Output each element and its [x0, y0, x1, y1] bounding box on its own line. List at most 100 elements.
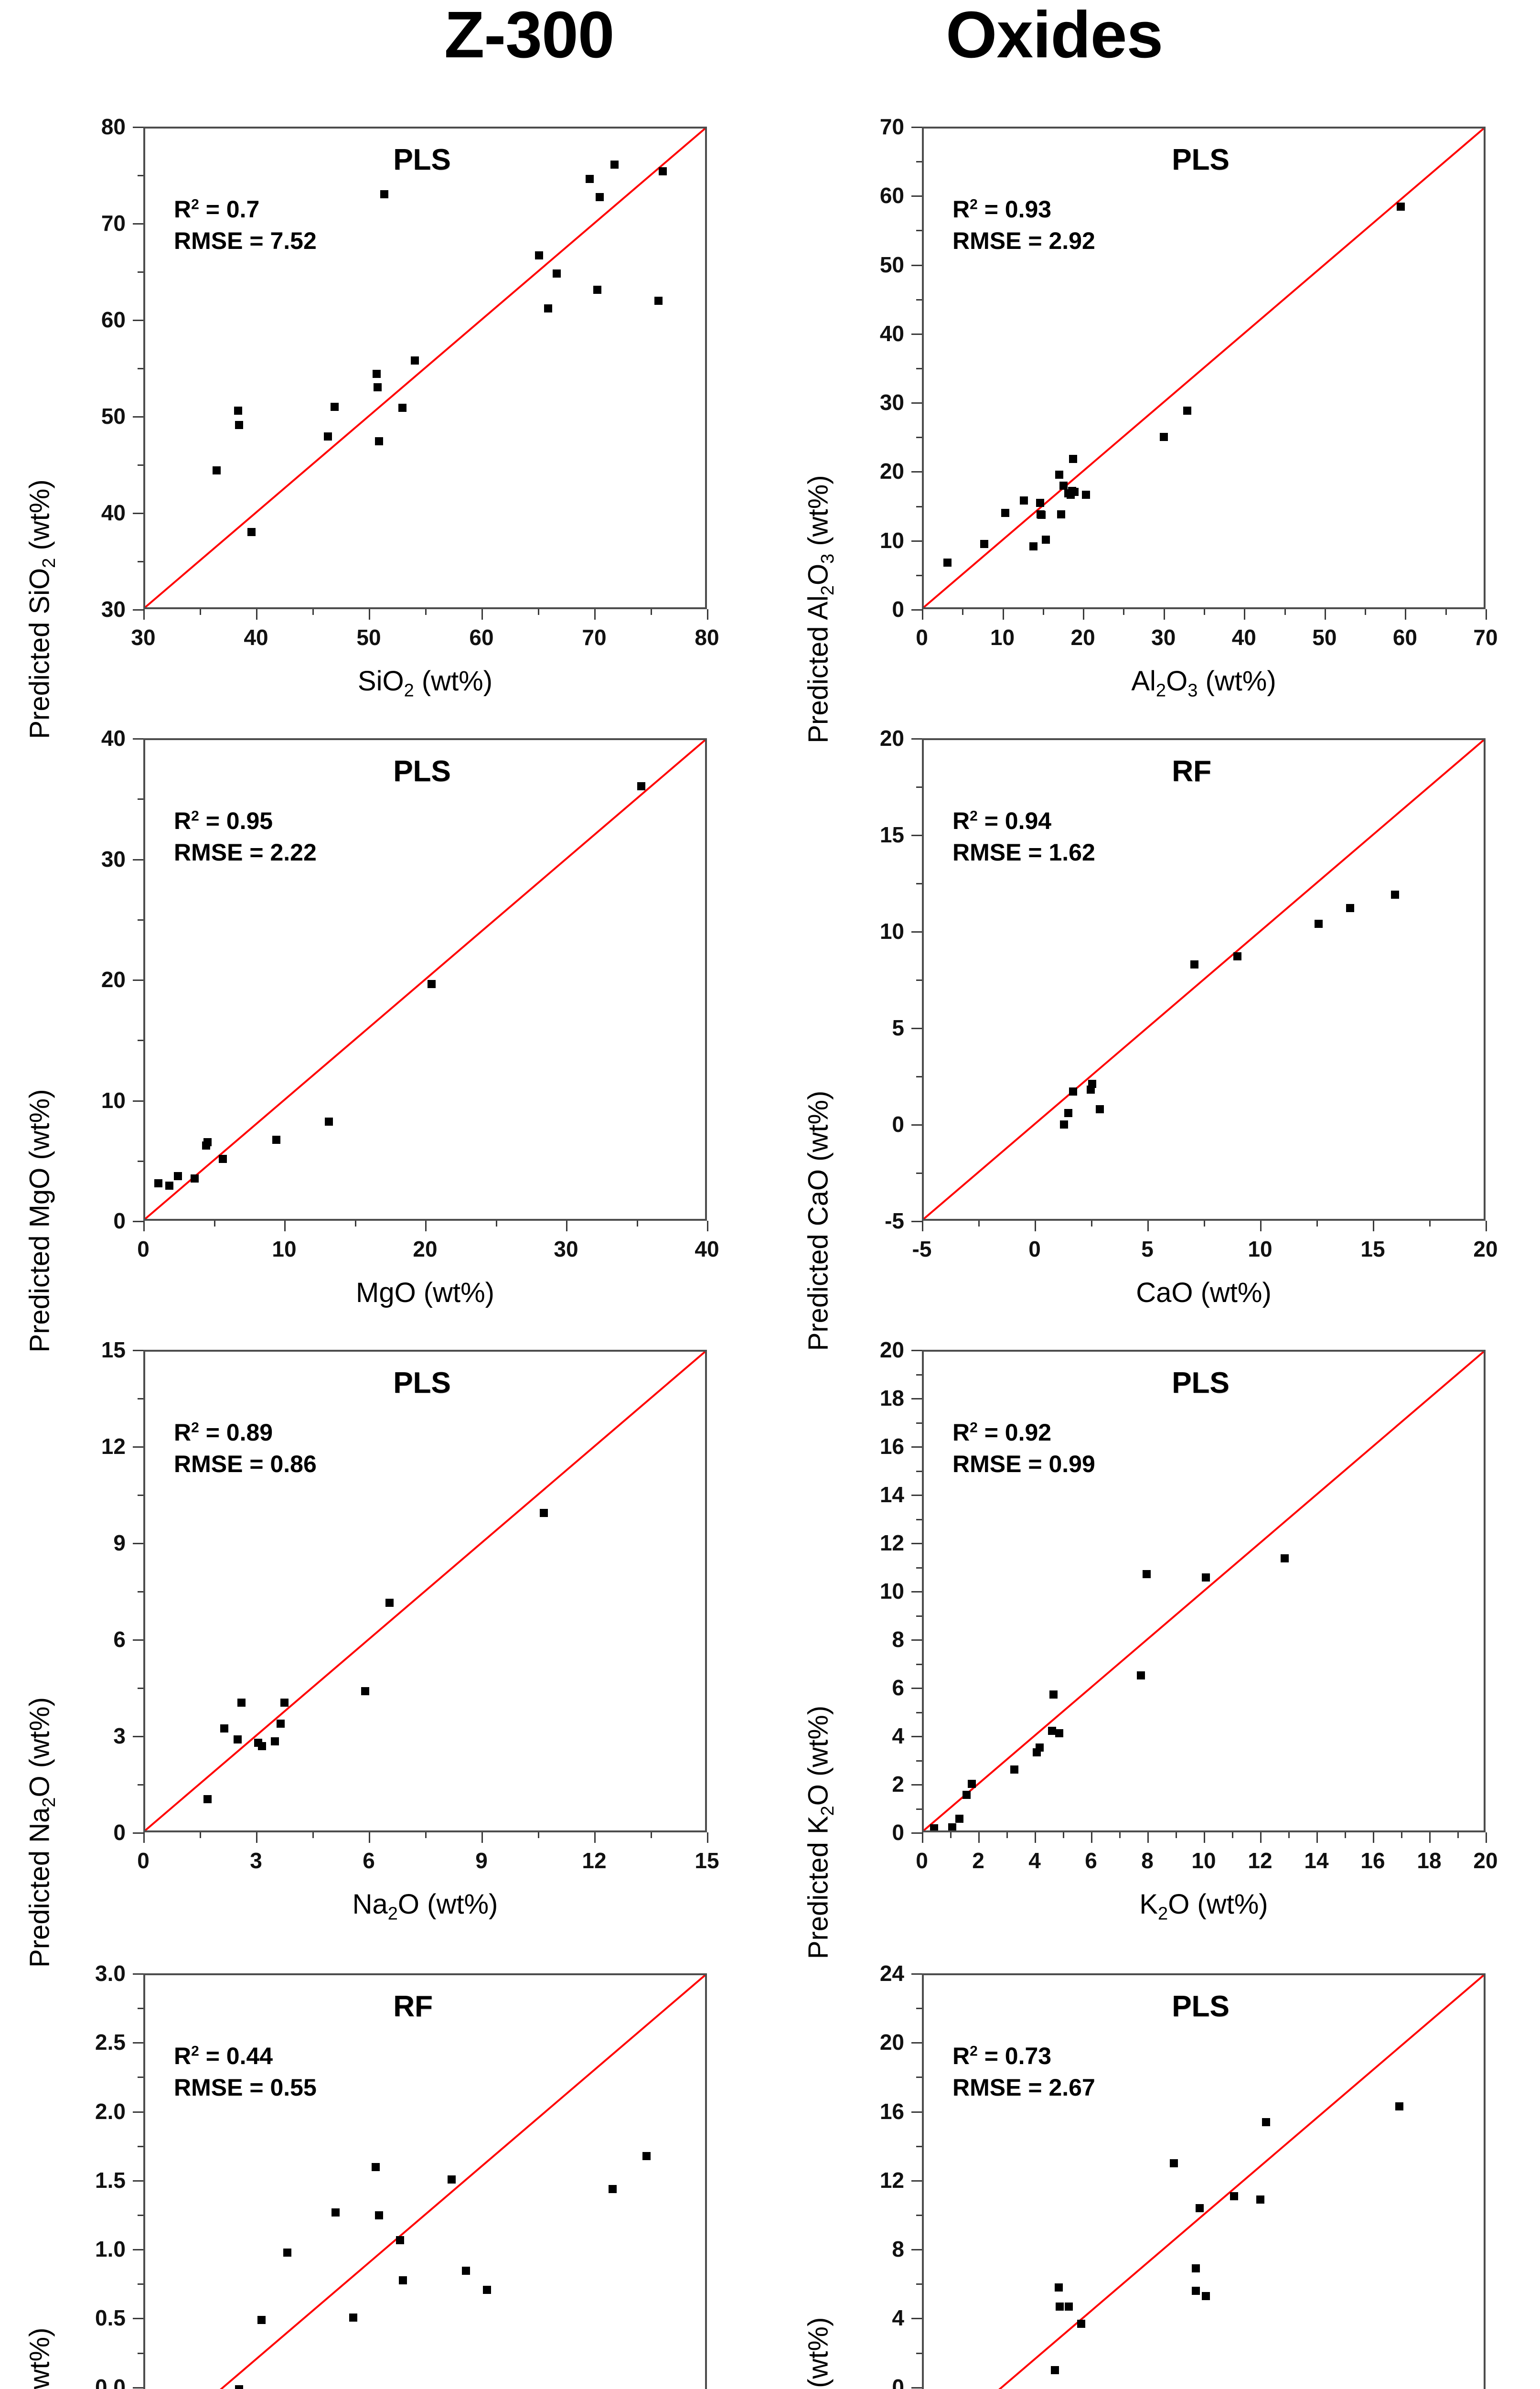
- y-minor-tick: [916, 786, 922, 788]
- data-point: [235, 2385, 243, 2389]
- x-tick-label: 15: [695, 1848, 719, 1873]
- one-to-one-line-mgo: [145, 740, 705, 1219]
- y-minor-tick: [916, 883, 922, 884]
- y-tick-label: 1.5: [95, 2167, 126, 2193]
- y-minor-tick: [138, 1784, 143, 1786]
- y-tick-label: 14: [879, 1482, 904, 1507]
- stats-block-mgo: R2 = 0.95 RMSE = 2.22: [174, 805, 317, 868]
- x-tick-label: 10: [272, 1237, 297, 1261]
- y-tick: [911, 1832, 922, 1834]
- x-tick-label: 20: [1473, 1848, 1498, 1873]
- y-minor-tick: [916, 1567, 922, 1569]
- y-tick: [133, 2111, 143, 2113]
- data-point: [1346, 904, 1355, 913]
- y-tick-label: 30: [101, 597, 126, 622]
- model-label-cao: RF: [1172, 755, 1211, 788]
- x-tick: [707, 1221, 708, 1231]
- data-point: [1081, 491, 1090, 499]
- x-minor-tick: [651, 1832, 652, 1838]
- x-tick: [256, 1832, 257, 1843]
- y-minor-tick: [138, 2215, 143, 2216]
- y-minor-tick: [138, 1160, 143, 1162]
- y-tick-label: 12: [879, 1530, 904, 1555]
- data-point: [361, 1687, 370, 1696]
- data-point: [1059, 482, 1068, 490]
- x-tick-label: 12: [1248, 1848, 1273, 1873]
- y-minor-tick: [138, 1495, 143, 1496]
- y-tick: [133, 1832, 143, 1834]
- x-tick: [1486, 1832, 1487, 1843]
- y-tick-label: 8: [892, 1627, 904, 1652]
- data-point: [930, 1824, 938, 1830]
- data-point: [654, 296, 663, 305]
- y-minor-tick: [916, 1470, 922, 1472]
- data-point: [608, 2185, 617, 2194]
- data-point: [1202, 1573, 1210, 1582]
- y-minor-tick: [138, 2283, 143, 2285]
- x-tick: [1260, 1221, 1262, 1231]
- y-tick-label: 1.0: [95, 2237, 126, 2262]
- x-minor-tick: [978, 1221, 980, 1227]
- x-tick: [143, 1832, 145, 1843]
- x-minor-tick: [1042, 609, 1044, 615]
- y-minor-tick: [916, 574, 922, 576]
- data-point: [280, 1698, 289, 1707]
- plot-frame-ti2o: RF R2 = 0.44 RMSE = 0.55: [143, 1973, 707, 2389]
- data-point: [1202, 2292, 1210, 2300]
- data-point: [203, 1795, 212, 1803]
- data-point: [1029, 542, 1038, 551]
- data-point: [1057, 510, 1065, 518]
- data-point: [1069, 455, 1077, 463]
- x-axis-title-mgo: MgO (wt%): [356, 1277, 494, 1308]
- data-point: [1262, 2118, 1271, 2126]
- data-point: [1077, 2319, 1085, 2328]
- x-tick-label: 40: [1231, 625, 1256, 650]
- x-tick-label: 0: [916, 625, 928, 650]
- x-tick: [1244, 609, 1246, 620]
- x-tick-label: 20: [413, 1237, 438, 1261]
- data-point: [553, 269, 561, 278]
- data-point: [396, 2236, 404, 2245]
- plot-area-fe2o3: PLS R2 = 0.73 RMSE = 2.67: [924, 1975, 1484, 2389]
- y-tick-label: 24: [879, 1961, 904, 1986]
- x-tick: [707, 1832, 708, 1843]
- y-minor-tick: [916, 299, 922, 301]
- stats-block-al2o3: R2 = 0.93 RMSE = 2.92: [952, 194, 1095, 257]
- y-tick: [133, 1350, 143, 1351]
- x-tick-label: 20: [1473, 1237, 1498, 1261]
- y-minor-tick: [138, 798, 143, 800]
- stats-block-cao: R2 = 0.94 RMSE = 1.62: [952, 805, 1095, 868]
- stats-block-ti2o: R2 = 0.44 RMSE = 0.55: [174, 2040, 317, 2103]
- data-point: [1281, 1554, 1289, 1562]
- rmse-text: RMSE = 0.86: [174, 1451, 317, 1478]
- y-tick: [133, 609, 143, 611]
- y-tick: [133, 1639, 143, 1641]
- y-tick: [911, 835, 922, 836]
- y-tick: [911, 1591, 922, 1593]
- y-tick: [133, 1446, 143, 1448]
- y-minor-tick: [916, 437, 922, 439]
- x-tick-label: 30: [131, 625, 156, 650]
- y-minor-tick: [916, 2283, 922, 2285]
- x-axis-title-na2o: Na2O (wt%): [352, 1889, 498, 1924]
- y-minor-tick: [138, 1688, 143, 1689]
- data-point: [220, 1724, 229, 1733]
- x-tick-label: 14: [1304, 1848, 1329, 1873]
- y-minor-tick: [916, 2352, 922, 2354]
- header-title-right: Oxides: [946, 0, 1163, 72]
- x-minor-tick: [1006, 1832, 1008, 1838]
- model-label-fe2o3: PLS: [1172, 1990, 1230, 2023]
- data-point: [277, 1719, 285, 1728]
- one-to-one-line-k2o: [924, 1352, 1484, 1830]
- plot-frame-sio2: PLS R2 = 0.7 RMSE = 7.52: [143, 127, 707, 609]
- y-tick: [133, 1221, 143, 1222]
- data-point: [1230, 2192, 1238, 2200]
- x-tick: [1373, 1832, 1374, 1843]
- x-tick-label: 4: [1028, 1848, 1041, 1873]
- x-tick: [1083, 609, 1085, 620]
- stats-block-sio2: R2 = 0.7 RMSE = 7.52: [174, 194, 317, 257]
- x-tick: [707, 609, 708, 620]
- y-minor-tick: [138, 175, 143, 176]
- y-tick-label: 8: [892, 2237, 904, 2262]
